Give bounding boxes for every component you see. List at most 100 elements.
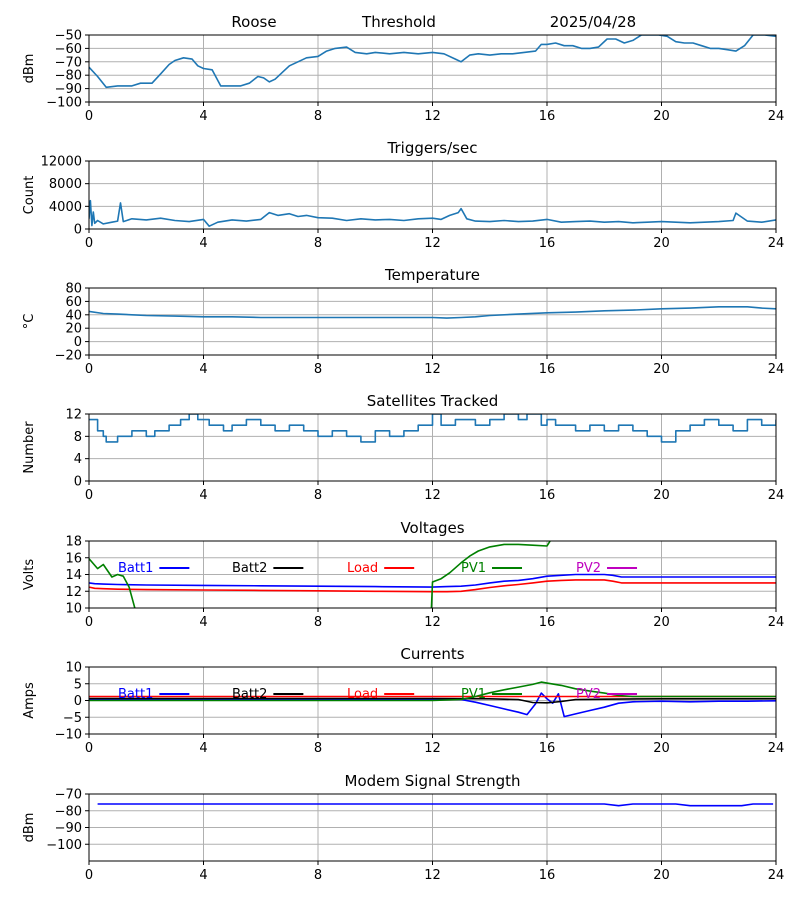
panel-modem: 0 4 8 12 16 20 24 −100 −90 −80−70 Modem Signal Str… [22, 772, 784, 883]
panel-threshold: 0 4 8 12 16 20 24 −100−90−80−70−60−50 dBm [22, 29, 784, 125]
x-tick-label: 24 [768, 362, 785, 377]
x-tick-label: 24 [768, 109, 785, 124]
x-tick-label: 20 [653, 741, 670, 756]
y-tick-label: −90 [55, 82, 82, 97]
legend-label: PV2 [576, 687, 601, 702]
panel-title: Currents [400, 645, 464, 663]
x-tick-label: 20 [653, 362, 670, 377]
x-tick-label: 12 [424, 488, 441, 503]
y-tick-label: 10 [65, 602, 82, 617]
x-tick-label: 0 [85, 109, 93, 124]
y-tick-label: 10 [65, 661, 82, 676]
y-tick-label: 12 [65, 408, 82, 423]
x-tick-label: 20 [653, 488, 670, 503]
y-axis-label: dBm [22, 813, 37, 843]
y-tick-label: 8000 [49, 177, 82, 192]
y-tick-label: 0 [74, 335, 82, 350]
x-tick-label: 4 [199, 362, 207, 377]
y-tick-label: −90 [55, 821, 82, 836]
y-axis-label: °C [22, 314, 37, 330]
load-line [89, 579, 776, 593]
panel-triggers: 0 4 8 12 16 20 24 0 4000 8000 12000 Triggers/sec Cou… [22, 139, 784, 251]
legend-label: PV1 [461, 687, 486, 702]
panel-satellites: 0 4 8 12 16 20 24 0 4 8 12 Satellites Tracked Number [22, 392, 784, 503]
y-tick-label: 16 [65, 551, 82, 566]
y-axis-label: Amps [22, 682, 37, 719]
x-tick-label: 4 [199, 109, 207, 124]
x-tick-label: 0 [85, 488, 93, 503]
legend-label: PV2 [576, 561, 601, 576]
y-axis-label: Volts [22, 559, 37, 591]
figure-header: Roose Threshold 2025/04/28 [231, 13, 636, 31]
x-tick-label: 24 [768, 868, 785, 883]
x-tick-label: 0 [85, 868, 93, 883]
legend-label: PV1 [461, 561, 486, 576]
x-tick-label: 0 [85, 615, 93, 630]
x-tick-label: 16 [539, 362, 556, 377]
legend-label: Batt1 [118, 561, 153, 576]
x-tick-label: 4 [199, 741, 207, 756]
y-tick-label: −70 [55, 55, 82, 70]
y-axis-label: dBm [22, 54, 37, 84]
station-name: Roose [231, 13, 276, 31]
y-tick-label: 0 [74, 694, 82, 709]
y-tick-label: 8 [74, 430, 82, 445]
x-tick-label: 20 [653, 868, 670, 883]
x-tick-label: 12 [424, 741, 441, 756]
series-group [97, 803, 774, 807]
series-group [89, 541, 776, 608]
legend-label: Load [347, 687, 378, 702]
x-tick-label: 20 [653, 615, 670, 630]
y-tick-label: −60 [55, 42, 82, 57]
y-tick-label: −80 [55, 69, 82, 84]
y-tick-label: 4 [74, 452, 82, 467]
y-tick-label: 14 [65, 568, 82, 583]
x-tick-label: 16 [539, 741, 556, 756]
pv1-line [89, 681, 776, 702]
y-tick-label: −50 [55, 29, 82, 44]
batt1-line [89, 573, 776, 588]
x-tick-label: 16 [539, 868, 556, 883]
y-tick-label: 5 [74, 677, 82, 692]
series-line [97, 803, 774, 807]
legend-label: Load [347, 561, 378, 576]
panel-title: Modem Signal Strength [345, 772, 521, 790]
y-tick-label: −100 [46, 96, 82, 111]
x-tick-label: 8 [314, 236, 322, 251]
y-tick-label: 0 [74, 475, 82, 490]
y-tick-label: −5 [63, 711, 82, 726]
x-tick-label: 8 [314, 868, 322, 883]
y-tick-label: −10 [55, 728, 82, 743]
y-axis-label: Number [22, 421, 37, 474]
x-tick-label: 24 [768, 615, 785, 630]
y-tick-label: 18 [65, 535, 82, 550]
pv1-line [89, 541, 552, 608]
y-tick-label: 20 [65, 322, 82, 337]
y-tick-label: −80 [55, 804, 82, 819]
series-group [89, 306, 776, 319]
x-tick-label: 12 [424, 362, 441, 377]
x-tick-label: 0 [85, 362, 93, 377]
date-label: 2025/04/28 [550, 13, 636, 31]
x-tick-label: 8 [314, 109, 322, 124]
x-tick-label: 4 [199, 868, 207, 883]
panel-title: Satellites Tracked [367, 392, 498, 410]
series-line [89, 306, 776, 319]
x-tick-label: 8 [314, 362, 322, 377]
x-tick-label: 24 [768, 488, 785, 503]
x-tick-label: 4 [199, 488, 207, 503]
y-tick-label: 4000 [49, 200, 82, 215]
panel-title: Voltages [400, 519, 464, 537]
y-tick-label: 80 [65, 282, 82, 297]
x-tick-label: 12 [424, 236, 441, 251]
y-axis-label: Count [22, 176, 37, 215]
y-tick-label: 12 [65, 585, 82, 600]
mode-label: Threshold [361, 13, 436, 31]
x-tick-label: 8 [314, 615, 322, 630]
